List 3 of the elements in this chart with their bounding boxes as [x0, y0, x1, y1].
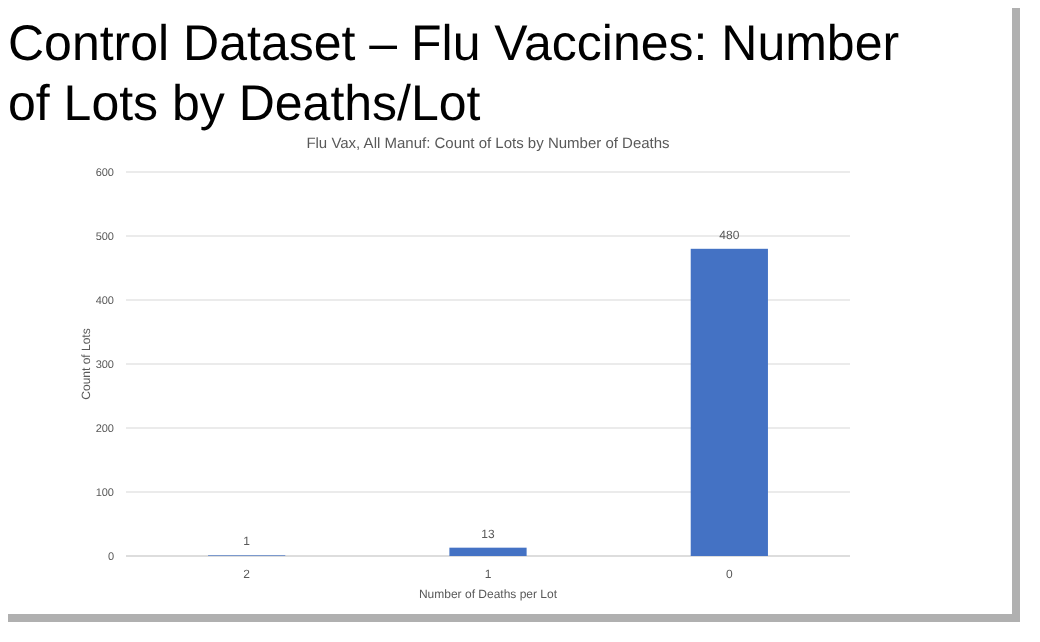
bar	[690, 248, 768, 556]
bar	[449, 547, 527, 556]
chart-title: Control Dataset – Flu Vaccines: Number of Lots by Deaths/Lot	[8, 16, 900, 132]
